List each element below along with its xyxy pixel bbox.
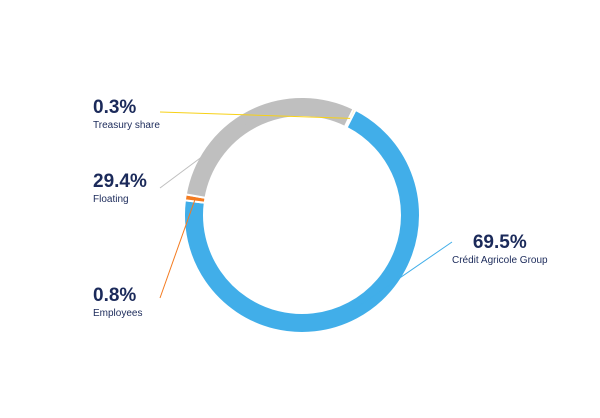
- label-treasury-share: 0.3% Treasury share: [93, 98, 160, 131]
- name-label-employees: Employees: [93, 308, 143, 319]
- value-label-treasury-share: 0.3%: [93, 97, 137, 118]
- slice-treasury-share: [343, 107, 357, 130]
- value-label-credit-agricole-group: 69.5%: [472, 232, 527, 253]
- name-label-credit-agricole-group: Crédit Agricole Group: [452, 255, 548, 266]
- leader-line-employees: [159, 198, 196, 299]
- label-employees: 0.8% Employees: [93, 286, 142, 319]
- value-label-floating: 29.4%: [93, 171, 147, 192]
- slice-floating: [184, 96, 355, 200]
- label-floating: 29.4% Floating: [93, 172, 147, 205]
- leader-line-floating: [159, 118, 254, 189]
- leader-line-credit-agricole-group: [352, 241, 453, 311]
- value-label-employees: 0.8%: [93, 285, 137, 306]
- leader-line-treasury-share: [159, 111, 351, 119]
- name-label-treasury-share: Treasury share: [93, 120, 160, 131]
- slice-credit-agricole-group: [183, 108, 421, 334]
- name-label-floating: Floating: [93, 194, 129, 205]
- label-credit-agricole-group: 69.5% Crédit Agricole Group: [452, 233, 548, 266]
